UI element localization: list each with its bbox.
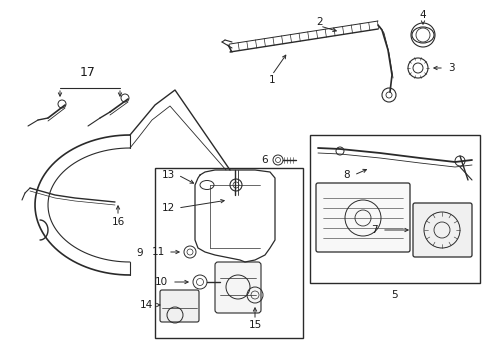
FancyBboxPatch shape <box>215 262 261 313</box>
Text: 8: 8 <box>343 170 349 180</box>
Bar <box>155 168 303 338</box>
Text: 4: 4 <box>419 10 426 20</box>
Text: 12: 12 <box>162 203 175 213</box>
Text: 15: 15 <box>248 320 261 330</box>
Text: 1: 1 <box>268 75 275 85</box>
Text: 5: 5 <box>391 290 398 300</box>
FancyBboxPatch shape <box>160 290 199 322</box>
Text: 13: 13 <box>162 170 175 180</box>
Text: 6: 6 <box>261 155 267 165</box>
Text: 10: 10 <box>155 277 168 287</box>
Text: 9: 9 <box>136 248 142 258</box>
Text: 2: 2 <box>316 17 323 27</box>
Text: 11: 11 <box>151 247 164 257</box>
Text: 17: 17 <box>80 66 96 78</box>
FancyBboxPatch shape <box>412 203 471 257</box>
Text: 7: 7 <box>370 225 377 235</box>
FancyBboxPatch shape <box>315 183 409 252</box>
Bar <box>309 135 479 283</box>
Text: 3: 3 <box>447 63 454 73</box>
Text: 14: 14 <box>140 300 153 310</box>
Text: 16: 16 <box>111 217 124 227</box>
